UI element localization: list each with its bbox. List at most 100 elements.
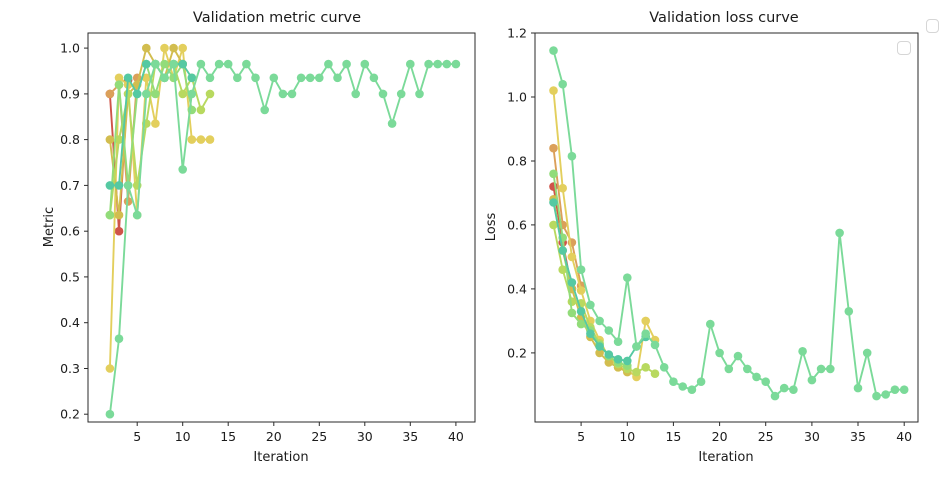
data-point-trial-green: [160, 73, 169, 83]
data-point-trial-teal: [549, 198, 558, 207]
data-point-trial-green: [669, 377, 678, 387]
data-point-trial-green: [114, 334, 124, 344]
data-point-trial-green: [613, 337, 623, 347]
data-point-trial-green: [415, 89, 424, 99]
x-tick-label: 40: [448, 429, 464, 444]
data-point-trial-green: [807, 375, 817, 385]
data-point-trial-green: [862, 348, 872, 358]
data-point-trial-green: [696, 377, 706, 387]
data-point-trial-teal: [178, 59, 187, 69]
y-tick-label: 1.2: [507, 26, 527, 41]
x-tick-label: 10: [175, 429, 191, 444]
data-point-trial-green: [287, 89, 297, 99]
data-point-trial-light-green: [567, 308, 577, 318]
data-point-trial-green: [333, 73, 342, 83]
data-point-trial-green: [242, 59, 251, 69]
y-tick-label: 0.9: [60, 86, 80, 101]
x-tick-label: 5: [577, 429, 585, 444]
data-point-trial-green: [205, 73, 215, 83]
data-point-trial-light-green: [576, 319, 586, 329]
data-point-trial-green: [687, 385, 697, 395]
data-point-trial-yellow-green: [178, 89, 187, 99]
x-tick-label: 15: [665, 429, 681, 444]
x-tick-label: 10: [619, 429, 635, 444]
y-tick-label: 0.3: [60, 361, 80, 376]
data-point-trial-green: [899, 385, 909, 395]
data-point-trial-green: [406, 59, 415, 69]
data-point-trial-yellow: [142, 73, 151, 83]
data-point-trial-teal: [595, 342, 604, 351]
axes-frame: [534, 32, 919, 423]
x-tick-label: 15: [220, 429, 236, 444]
data-point-trial-yellow-green: [114, 135, 124, 144]
data-point-trial-yellow-green: [650, 369, 660, 379]
data-point-trial-dark-yellow: [169, 43, 178, 53]
metric-y-axis-label: Metric: [42, 207, 57, 247]
axis-ticks: 5 10 15 20 25 30 35 40 0.2 0.4 0.6 0.8 1.0 1.2: [507, 26, 912, 445]
data-point-trial-green: [881, 390, 890, 399]
data-point-trial-green: [650, 340, 660, 350]
y-tick-label: 0.8: [507, 154, 527, 169]
data-point-trial-green: [214, 59, 224, 69]
data-point-trial-green: [196, 59, 206, 69]
data-point-trial-light-green: [114, 80, 124, 89]
data-point-trial-green: [451, 59, 461, 69]
data-point-trial-teal: [187, 73, 197, 83]
series-group: [549, 46, 909, 401]
data-point-trial-green: [706, 319, 715, 329]
data-point-trial-dark-yellow: [604, 358, 614, 367]
data-point-trial-green: [387, 119, 397, 128]
data-point-trial-orange: [105, 89, 115, 99]
data-point-trial-green: [378, 89, 388, 99]
data-point-trial-yellow: [558, 183, 567, 193]
data-point-trial-green: [724, 364, 734, 374]
data-point-trial-green: [678, 382, 687, 391]
empty-legend-box-inner: [897, 41, 911, 55]
data-point-trial-yellow-green: [196, 105, 206, 115]
y-tick-label: 0.4: [60, 315, 80, 330]
data-point-trial-teal: [613, 355, 623, 364]
data-point-trial-green: [260, 105, 270, 115]
data-point-trial-yellow: [641, 316, 650, 326]
series-line-trial-green: [552, 49, 906, 398]
data-point-trial-yellow-green: [632, 367, 641, 377]
x-tick-label: 30: [357, 429, 373, 444]
y-tick-label: 0.2: [60, 407, 80, 422]
data-point-trial-green: [623, 273, 632, 283]
data-point-trial-green: [251, 73, 260, 83]
empty-legend-box-outer: [926, 19, 939, 33]
data-point-trial-green: [342, 59, 351, 69]
data-point-trial-teal: [586, 329, 595, 339]
data-point-trial-yellow-green: [567, 297, 577, 307]
data-point-trial-green: [595, 316, 604, 326]
data-point-trial-green: [396, 89, 406, 99]
data-point-trial-yellow: [549, 86, 558, 95]
series-line-trial-green: [108, 63, 457, 416]
data-point-trial-green: [872, 391, 881, 401]
data-point-trial-yellow-green: [641, 363, 650, 372]
data-point-trial-green: [187, 89, 197, 99]
data-point-trial-green: [558, 79, 567, 89]
y-tick-label: 0.2: [507, 345, 527, 360]
y-tick-label: 0.6: [60, 224, 80, 239]
y-tick-label: 1.0: [60, 41, 80, 56]
data-point-trial-green: [779, 383, 789, 393]
data-point-trial-green: [278, 89, 288, 99]
data-point-trial-light-green: [151, 89, 160, 99]
data-point-trial-green: [770, 391, 780, 401]
series-group: [105, 43, 461, 419]
data-point-trial-green: [132, 210, 142, 220]
data-point-trial-teal: [576, 307, 586, 316]
x-tick-label: 35: [402, 429, 418, 444]
y-tick-label: 0.4: [507, 281, 527, 296]
data-point-trial-green: [178, 165, 187, 174]
data-point-trial-green: [890, 385, 900, 395]
data-point-trial-green: [151, 59, 160, 69]
data-point-trial-green: [853, 383, 863, 393]
data-point-trial-yellow-green: [549, 220, 558, 230]
data-point-trial-red: [114, 226, 124, 236]
data-point-trial-yellow: [114, 73, 124, 83]
metric-chart-plot-area: 5 10 15 20 25 30 35 40 0.2 0.3 0.4 0.5 0.6 0.7 0.8 0.9 1…: [60, 32, 476, 444]
data-point-trial-green: [604, 326, 614, 335]
loss-chart-plot-area: 5 10 15 20 25 30 35 40 0.2 0.4 0.6 0.8 1.0 1.2: [507, 26, 919, 445]
